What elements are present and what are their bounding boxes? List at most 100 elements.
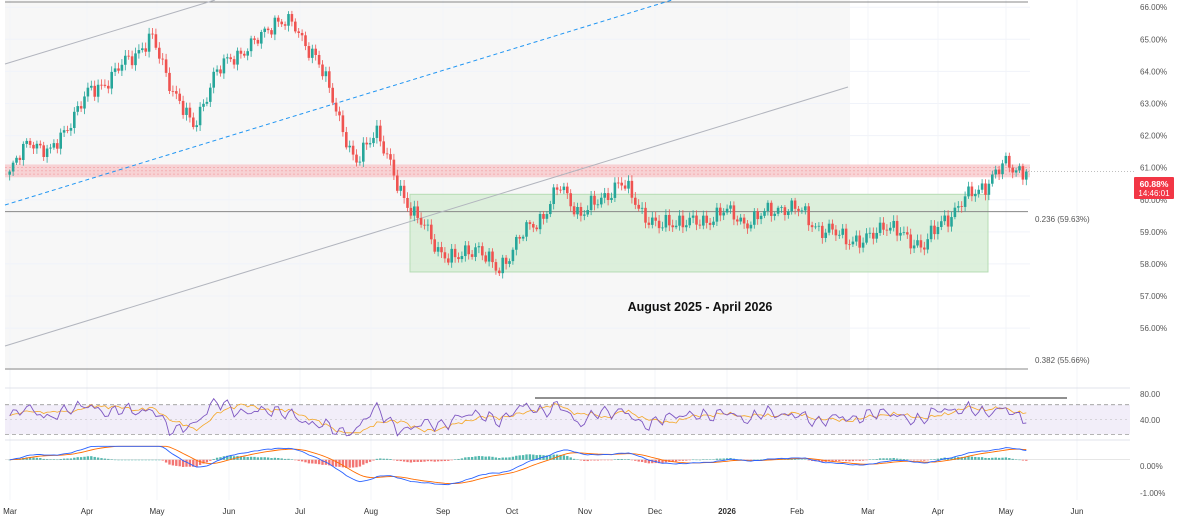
candle[interactable]	[647, 216, 651, 229]
candle[interactable]	[93, 80, 96, 101]
candle[interactable]	[69, 123, 73, 136]
candle[interactable]	[929, 220, 933, 243]
candle[interactable]	[756, 208, 759, 225]
candle[interactable]	[402, 180, 406, 204]
candle[interactable]	[817, 222, 821, 232]
candle[interactable]	[902, 226, 906, 236]
candle[interactable]	[487, 248, 491, 267]
candle[interactable]	[300, 29, 304, 42]
candle[interactable]	[1011, 164, 1014, 179]
candle[interactable]	[538, 211, 542, 235]
candle[interactable]	[698, 219, 702, 229]
candle[interactable]	[304, 31, 307, 51]
candle[interactable]	[110, 66, 113, 95]
candle[interactable]	[797, 206, 800, 217]
candle[interactable]	[963, 191, 967, 212]
candle[interactable]	[549, 200, 552, 218]
candle[interactable]	[685, 219, 688, 232]
candle[interactable]	[909, 228, 912, 255]
candle[interactable]	[892, 215, 895, 232]
candle[interactable]	[589, 191, 593, 216]
candle[interactable]	[674, 220, 678, 230]
candle[interactable]	[396, 169, 399, 194]
candle[interactable]	[916, 234, 919, 248]
candle[interactable]	[52, 139, 56, 150]
candle[interactable]	[627, 175, 630, 194]
candle[interactable]	[307, 42, 311, 61]
candle[interactable]	[249, 35, 253, 57]
candle[interactable]	[35, 140, 39, 154]
candle[interactable]	[569, 189, 572, 212]
candle[interactable]	[620, 177, 623, 191]
candle[interactable]	[725, 204, 729, 215]
candle[interactable]	[654, 211, 657, 227]
candle[interactable]	[793, 197, 797, 215]
candle[interactable]	[661, 221, 664, 231]
candle[interactable]	[239, 47, 243, 59]
candle[interactable]	[73, 107, 76, 134]
candle[interactable]	[100, 79, 103, 90]
candle[interactable]	[518, 234, 521, 244]
candle[interactable]	[742, 214, 746, 229]
candle[interactable]	[940, 215, 943, 231]
candle[interactable]	[460, 251, 464, 263]
candle[interactable]	[994, 165, 997, 179]
candle[interactable]	[895, 215, 899, 242]
candle[interactable]	[212, 67, 215, 94]
candle[interactable]	[42, 141, 45, 161]
candle[interactable]	[86, 82, 90, 102]
candle[interactable]	[96, 79, 100, 103]
candle[interactable]	[389, 148, 392, 166]
candle[interactable]	[103, 79, 107, 88]
candle[interactable]	[926, 233, 929, 254]
candle[interactable]	[668, 209, 671, 232]
candle[interactable]	[1025, 169, 1028, 186]
candle[interactable]	[107, 80, 110, 94]
candle[interactable]	[273, 15, 277, 41]
candle[interactable]	[236, 47, 239, 71]
candle[interactable]	[634, 192, 637, 210]
candle[interactable]	[324, 66, 328, 82]
candle[interactable]	[804, 203, 807, 215]
candle[interactable]	[572, 202, 576, 217]
candle[interactable]	[787, 209, 790, 219]
candle[interactable]	[413, 200, 416, 222]
candle[interactable]	[600, 192, 603, 208]
candle[interactable]	[365, 137, 368, 150]
candle[interactable]	[759, 213, 763, 225]
candle[interactable]	[814, 222, 817, 230]
candle[interactable]	[144, 42, 147, 57]
candle[interactable]	[219, 65, 222, 77]
candle[interactable]	[226, 53, 229, 64]
candle[interactable]	[232, 55, 236, 69]
candle[interactable]	[56, 139, 59, 154]
candle[interactable]	[256, 37, 260, 47]
candle[interactable]	[776, 205, 780, 217]
candle[interactable]	[501, 254, 504, 279]
candle[interactable]	[974, 189, 977, 202]
candle[interactable]	[287, 11, 290, 32]
candle[interactable]	[617, 177, 620, 189]
candle[interactable]	[124, 50, 127, 71]
candle[interactable]	[447, 253, 450, 266]
candle[interactable]	[851, 236, 855, 248]
candle[interactable]	[810, 221, 814, 233]
candle[interactable]	[474, 243, 477, 262]
candle[interactable]	[838, 230, 841, 239]
candle[interactable]	[141, 42, 144, 53]
candle[interactable]	[702, 210, 705, 230]
candle[interactable]	[991, 170, 994, 187]
candle[interactable]	[923, 241, 926, 256]
candle[interactable]	[178, 88, 181, 105]
candle[interactable]	[341, 110, 345, 137]
candle[interactable]	[868, 227, 872, 239]
candle[interactable]	[18, 155, 22, 166]
candle[interactable]	[855, 230, 858, 246]
price-axis[interactable]: 66.00% 65.00% 64.00% 63.00% 62.00% 61.00% 60.0…	[1140, 3, 1167, 333]
candle[interactable]	[885, 224, 889, 237]
candle[interactable]	[470, 250, 474, 260]
candle[interactable]	[695, 210, 698, 231]
candle[interactable]	[436, 241, 440, 257]
candle[interactable]	[844, 223, 848, 250]
